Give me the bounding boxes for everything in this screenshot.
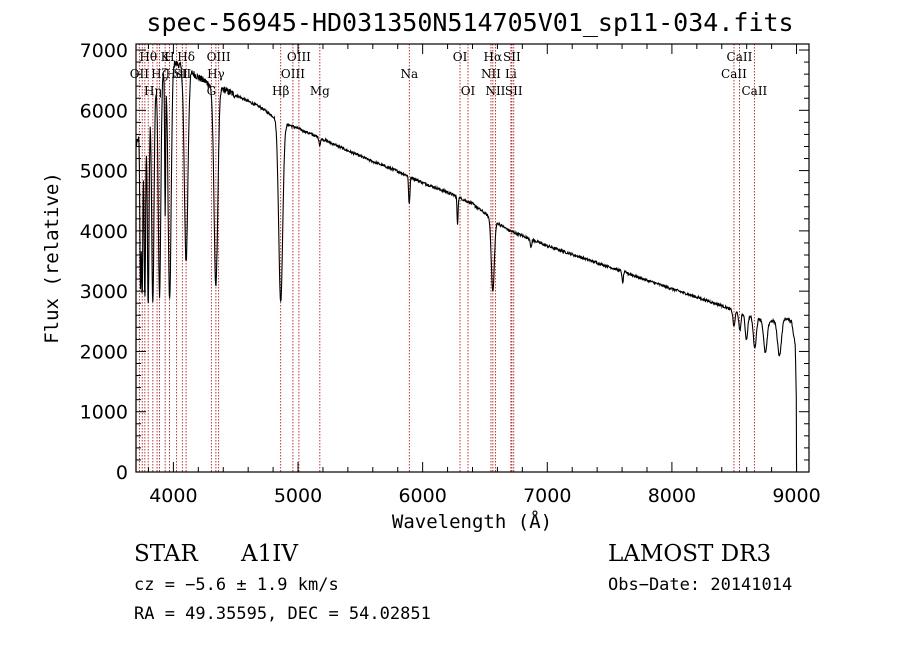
spectral-line-label: OI [453,50,468,64]
spectral-line-label: NII [481,67,501,81]
y-tick-label: 5000 [80,161,128,183]
x-tick-label: 6000 [398,485,446,507]
y-tick-label: 2000 [80,341,128,363]
spectral-line-label: Na [400,67,418,81]
spectral-line-label: Hβ [272,84,289,98]
x-tick-labels: 4000 5000 6000 7000 8000 9000 [149,485,821,507]
spectrum-series [135,60,798,473]
axis-ticks [136,44,809,473]
spectral-line-label: SII [174,67,192,81]
y-tick-label: 0 [116,462,128,484]
spectral-line-label: OI [461,84,476,98]
spectral-line-label: Mg [310,84,330,98]
spectral-line-label: Hγ [207,67,225,81]
spectral-line-label: NII [485,84,505,98]
y-tick-label: 6000 [80,100,128,122]
redshift-cz: cz = −5.6 ± 1.9 km/s [134,575,339,595]
spectral-line-label: Li [505,67,517,81]
spectral-line-label: OII [130,67,150,81]
y-tick-label: 3000 [80,281,128,303]
x-axis-label: Wavelength (Å) [392,510,552,533]
x-tick-label: 7000 [523,485,571,507]
spectral-line-label: SII [505,84,523,98]
spectral-line-label: Hα [484,50,503,64]
object-subclass: A1IV [240,541,298,567]
spectral-line-labels: OIIHθHηHζKHHeISIIHδGHγOIIIHβOIIIOIIIMgNa… [130,50,768,98]
x-tick-label: 4000 [149,485,197,507]
spectral-line-label: Hζ [151,67,168,81]
coordinates: RA = 49.35595, DEC = 54.02851 [134,604,431,624]
spectral-line-label: H [164,50,174,64]
spectral-line-label: HeI [165,67,188,81]
spectral-line-markers [138,44,755,472]
spectral-line-label: CaII [727,50,753,64]
spectral-line-label: OIII [207,50,231,64]
y-axis-label: Flux (relative) [41,172,63,344]
spectral-line-label: Hη [144,84,162,98]
y-tick-label: 4000 [80,221,128,243]
spectral-line-label: K [161,50,171,64]
x-tick-label: 8000 [648,485,696,507]
spectral-line-label: G [207,84,217,98]
spectral-line-label: CaII [741,84,767,98]
y-tick-label: 7000 [80,40,128,62]
spectral-line-label: SII [503,50,521,64]
x-tick-label: 9000 [772,485,820,507]
y-tick-label: 1000 [80,402,128,424]
spectral-line-label: CaII [721,67,747,81]
spectral-line-label: Hδ [177,50,195,64]
spectral-line-label: OIII [281,67,305,81]
plot-frame [135,43,810,473]
spectral-line-label: Hθ [139,50,157,64]
y-tick-labels: 0 1000 2000 3000 4000 5000 6000 7000 [80,40,128,484]
x-tick-label: 5000 [274,485,322,507]
chart-title: spec-56945-HD031350N514705V01_sp11-034.f… [146,8,793,37]
spectral-line-label: OIII [287,50,311,64]
object-class: STAR [134,541,198,567]
survey-name: LAMOST DR3 [608,541,771,567]
observation-date: Obs−Date: 20141014 [608,575,792,595]
